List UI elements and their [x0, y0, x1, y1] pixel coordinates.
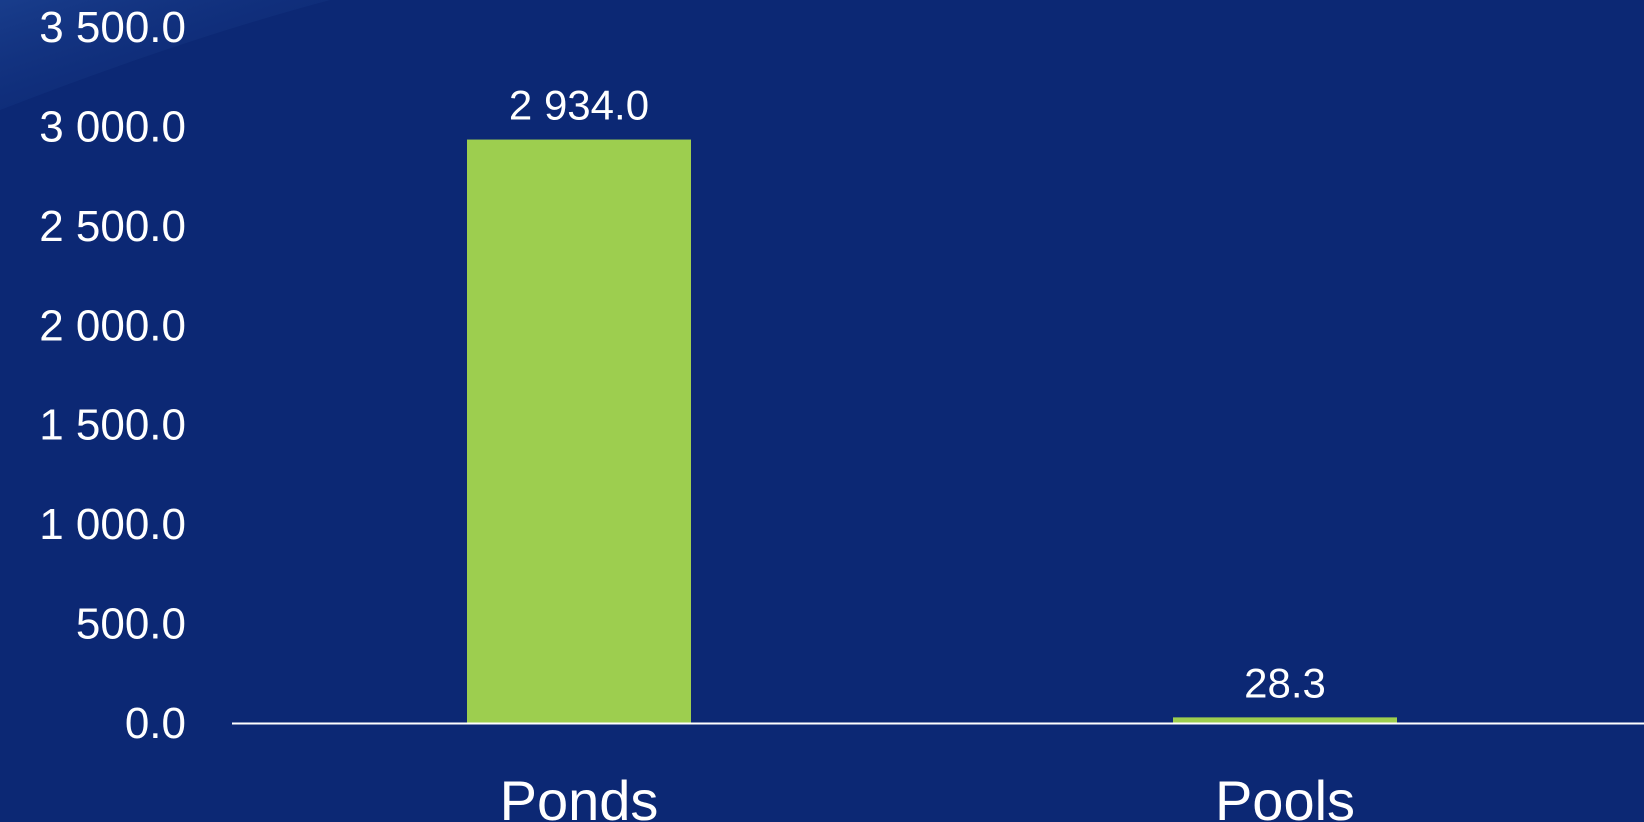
category-label-pools: Pools [1215, 769, 1355, 822]
y-tick-label: 2 500.0 [39, 202, 186, 251]
bars-group [467, 139, 1397, 723]
category-labels-group: Ponds Pools [500, 769, 1355, 822]
y-tick-label: 2 000.0 [39, 301, 186, 350]
y-tick-label: 0.0 [125, 699, 186, 748]
data-label: 28.3 [1244, 659, 1326, 706]
y-tick-label: 1 000.0 [39, 500, 186, 549]
bar-pools [1173, 717, 1397, 723]
data-labels-group: 2 934.0 28.3 [509, 82, 1326, 707]
background-decoration [0, 0, 330, 110]
y-tick-label: 3 000.0 [39, 102, 186, 151]
y-tick-label: 500.0 [76, 600, 186, 649]
y-tick-label: 3 500.0 [39, 3, 186, 52]
data-label: 2 934.0 [509, 82, 649, 129]
bar-ponds [467, 139, 691, 723]
category-label-ponds: Ponds [500, 769, 659, 822]
y-tick-label: 1 500.0 [39, 401, 186, 450]
y-axis: 0.0 500.0 1 000.0 1 500.0 2 000.0 2 500.0 3 00… [39, 3, 186, 748]
